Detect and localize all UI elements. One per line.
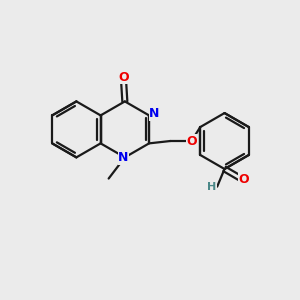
Text: O: O (118, 71, 129, 84)
Text: N: N (149, 107, 160, 120)
Text: O: O (186, 134, 197, 148)
Text: O: O (238, 173, 249, 186)
Text: N: N (118, 152, 129, 164)
Text: H: H (207, 182, 217, 192)
